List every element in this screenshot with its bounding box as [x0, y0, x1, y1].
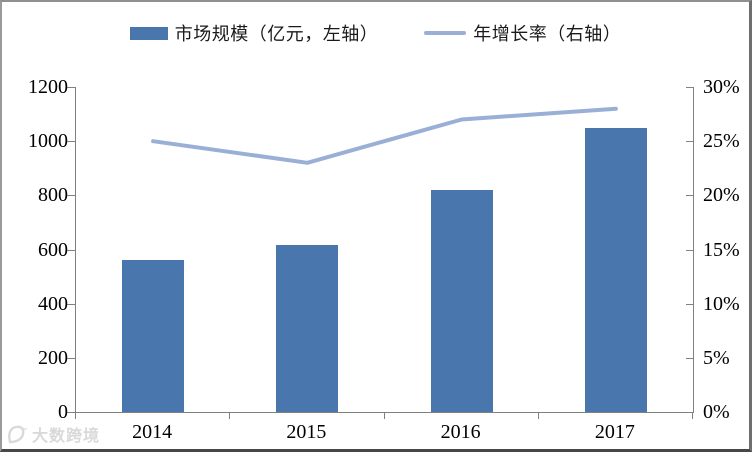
line-series-swatch [424, 31, 467, 35]
left-axis-tickmark [67, 303, 75, 305]
legend: 市场规模（亿元，左轴） 年增长率（右轴） [2, 20, 749, 46]
left-axis-tickmark [67, 141, 75, 143]
bar-2017 [584, 127, 647, 412]
x-axis-label-2016: 2016 [440, 421, 481, 443]
watermark-text: 大数跨境 [32, 428, 101, 445]
x-axis-tickmark [692, 412, 693, 419]
watermark: ∞ 大数跨境 [7, 422, 100, 446]
right-axis-tick-label: 5% [703, 346, 730, 369]
legend-item-market-size: 市场规模（亿元，左轴） [129, 20, 379, 46]
right-axis-tick-label: 15% [703, 238, 740, 261]
left-axis-tick-label: 400 [38, 292, 68, 315]
bar-2016 [430, 189, 493, 412]
x-axis-label-2015: 2015 [286, 421, 327, 443]
right-axis-tickmark [686, 357, 693, 359]
bar-2014 [122, 260, 185, 412]
left-axis-tick-label: 200 [38, 346, 68, 369]
left-axis-tick-label: 1000 [28, 130, 68, 153]
x-axis-tickmark [229, 412, 231, 419]
right-axis-tickmark [686, 249, 693, 251]
bar-series-swatch [129, 26, 168, 40]
growth-rate-line [151, 106, 618, 165]
svg-text:∞: ∞ [22, 426, 28, 433]
right-axis-tickmark [686, 87, 693, 88]
legend-label: 市场规模（亿元，左轴） [174, 24, 379, 44]
right-axis-tick-label: 10% [703, 292, 740, 315]
bar-2015 [276, 245, 339, 412]
left-axis-tick-label: 0 [58, 401, 68, 423]
left-axis-tickmark [67, 87, 75, 88]
left-axis-tickmark [67, 249, 75, 251]
x-axis-label-2014: 2014 [132, 421, 173, 443]
plot-area [75, 87, 694, 413]
right-axis-tickmark [686, 303, 693, 305]
x-axis-tickmark [383, 412, 385, 419]
right-axis-tick-label: 30% [703, 76, 740, 98]
right-axis-tick-label: 20% [703, 184, 740, 207]
watermark-logo-icon: ∞ [8, 425, 28, 443]
right-axis-tickmark [686, 412, 693, 413]
right-axis-tickmark [686, 195, 693, 197]
left-axis-tickmark [67, 412, 75, 413]
right-axis-tickmark [686, 141, 693, 143]
x-axis-label-2017: 2017 [594, 421, 635, 443]
left-axis-tickmark [67, 195, 75, 197]
left-axis-tick-label: 600 [38, 238, 68, 261]
left-axis-tickmark [67, 357, 75, 359]
left-axis-tick-label: 1200 [28, 76, 68, 98]
x-axis-tickmark [537, 412, 539, 419]
legend-label: 年增长率（右轴） [473, 24, 622, 44]
left-axis-tick-label: 800 [38, 184, 68, 207]
right-axis-tick-label: 0% [703, 401, 730, 423]
x-axis-tickmark [75, 412, 76, 419]
legend-item-growth-rate: 年增长率（右轴） [424, 20, 621, 46]
right-axis-tick-label: 25% [703, 130, 740, 153]
